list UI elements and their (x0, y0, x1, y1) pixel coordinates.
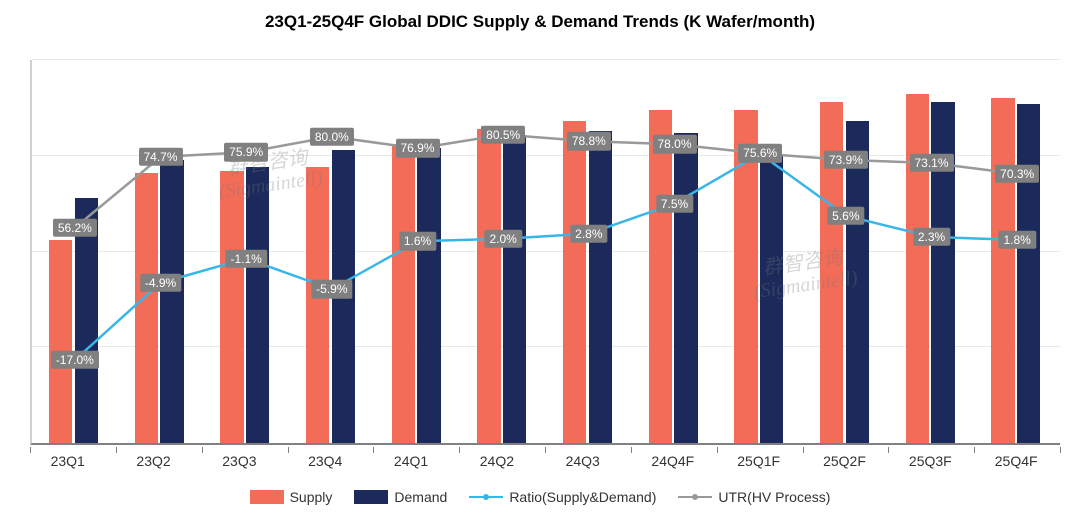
value-label-UTR(HV Process): 73.1% (909, 154, 953, 172)
x-axis: 23Q1 23Q2 23Q3 23Q4 24Q1 24Q2 24Q3 24Q4F 25Q1F 25… (30, 445, 1060, 475)
chart-title: 23Q1-25Q4F Global DDIC Supply & Demand T… (0, 12, 1080, 32)
value-label-UTR(HV Process): 76.9% (395, 139, 439, 157)
x-tick (1060, 447, 1061, 453)
legend-swatch (354, 490, 388, 504)
x-tick (888, 447, 889, 453)
x-label: 24Q4F (651, 453, 694, 469)
value-label-Ratio(Supply&Demand): 7.5% (656, 194, 693, 212)
value-label-Ratio(Supply&Demand): 5.6% (827, 207, 864, 225)
legend-label: Ratio(Supply&Demand) (509, 489, 656, 505)
chart-container: 23Q1-25Q4F Global DDIC Supply & Demand T… (0, 0, 1080, 515)
line-UTR(HV Process) (75, 135, 1017, 228)
legend-swatch (250, 490, 284, 504)
x-tick (803, 447, 804, 453)
value-label-UTR(HV Process): 78.8% (567, 132, 611, 150)
x-label: 23Q4 (308, 453, 342, 469)
x-label: 25Q3F (909, 453, 952, 469)
value-label-Ratio(Supply&Demand): 2.0% (484, 230, 521, 248)
value-label-Ratio(Supply&Demand): 1.6% (399, 232, 436, 250)
value-label-Ratio(Supply&Demand): -17.0% (51, 351, 99, 369)
x-label: 24Q2 (480, 453, 514, 469)
value-label-Ratio(Supply&Demand): -4.9% (140, 274, 181, 292)
value-label-UTR(HV Process): 70.3% (995, 165, 1039, 183)
value-label-UTR(HV Process): 80.5% (481, 125, 525, 143)
x-label: 23Q1 (51, 453, 85, 469)
x-tick (288, 447, 289, 453)
x-tick (116, 447, 117, 453)
value-label-UTR(HV Process): 74.7% (138, 148, 182, 166)
value-label-Ratio(Supply&Demand): -1.1% (225, 249, 266, 267)
value-label-Ratio(Supply&Demand): 2.8% (570, 224, 607, 242)
value-label-Ratio(Supply&Demand): 2.3% (913, 228, 950, 246)
legend-label: Demand (394, 489, 447, 505)
x-tick (202, 447, 203, 453)
x-tick (717, 447, 718, 453)
x-tick (631, 447, 632, 453)
legend: Supply Demand Ratio(Supply&Demand) UTR(HV P… (0, 485, 1080, 509)
x-label: 25Q1F (737, 453, 780, 469)
value-label-UTR(HV Process): 56.2% (53, 219, 97, 237)
legend-label: UTR(HV Process) (718, 489, 830, 505)
legend-item: Supply (250, 489, 333, 505)
legend-label: Supply (290, 489, 333, 505)
line-layer (32, 60, 1060, 443)
x-tick (459, 447, 460, 453)
x-tick (545, 447, 546, 453)
value-label-UTR(HV Process): 73.9% (824, 151, 868, 169)
plot-area: -17.0%-4.9%-1.1%-5.9%1.6%2.0%2.8%7.5%15.… (30, 60, 1060, 445)
legend-item: UTR(HV Process) (678, 489, 830, 505)
value-label-UTR(HV Process): 80.0% (310, 127, 354, 145)
value-label-UTR(HV Process): 75.9% (224, 143, 268, 161)
legend-swatch (469, 496, 503, 499)
x-label: 24Q1 (394, 453, 428, 469)
x-tick (30, 447, 31, 453)
legend-swatch (678, 496, 712, 499)
legend-item: Demand (354, 489, 447, 505)
value-label-Ratio(Supply&Demand): 1.8% (998, 231, 1035, 249)
line-Ratio(Supply&Demand) (75, 154, 1017, 360)
value-label-UTR(HV Process): 78.0% (652, 135, 696, 153)
legend-item: Ratio(Supply&Demand) (469, 489, 656, 505)
x-tick (974, 447, 975, 453)
x-label: 25Q2F (823, 453, 866, 469)
x-label: 25Q4F (995, 453, 1038, 469)
x-tick (373, 447, 374, 453)
x-label: 23Q3 (222, 453, 256, 469)
x-label: 23Q2 (136, 453, 170, 469)
x-label: 24Q3 (566, 453, 600, 469)
value-label-Ratio(Supply&Demand): -5.9% (311, 280, 352, 298)
value-label-UTR(HV Process): 75.6% (738, 144, 782, 162)
